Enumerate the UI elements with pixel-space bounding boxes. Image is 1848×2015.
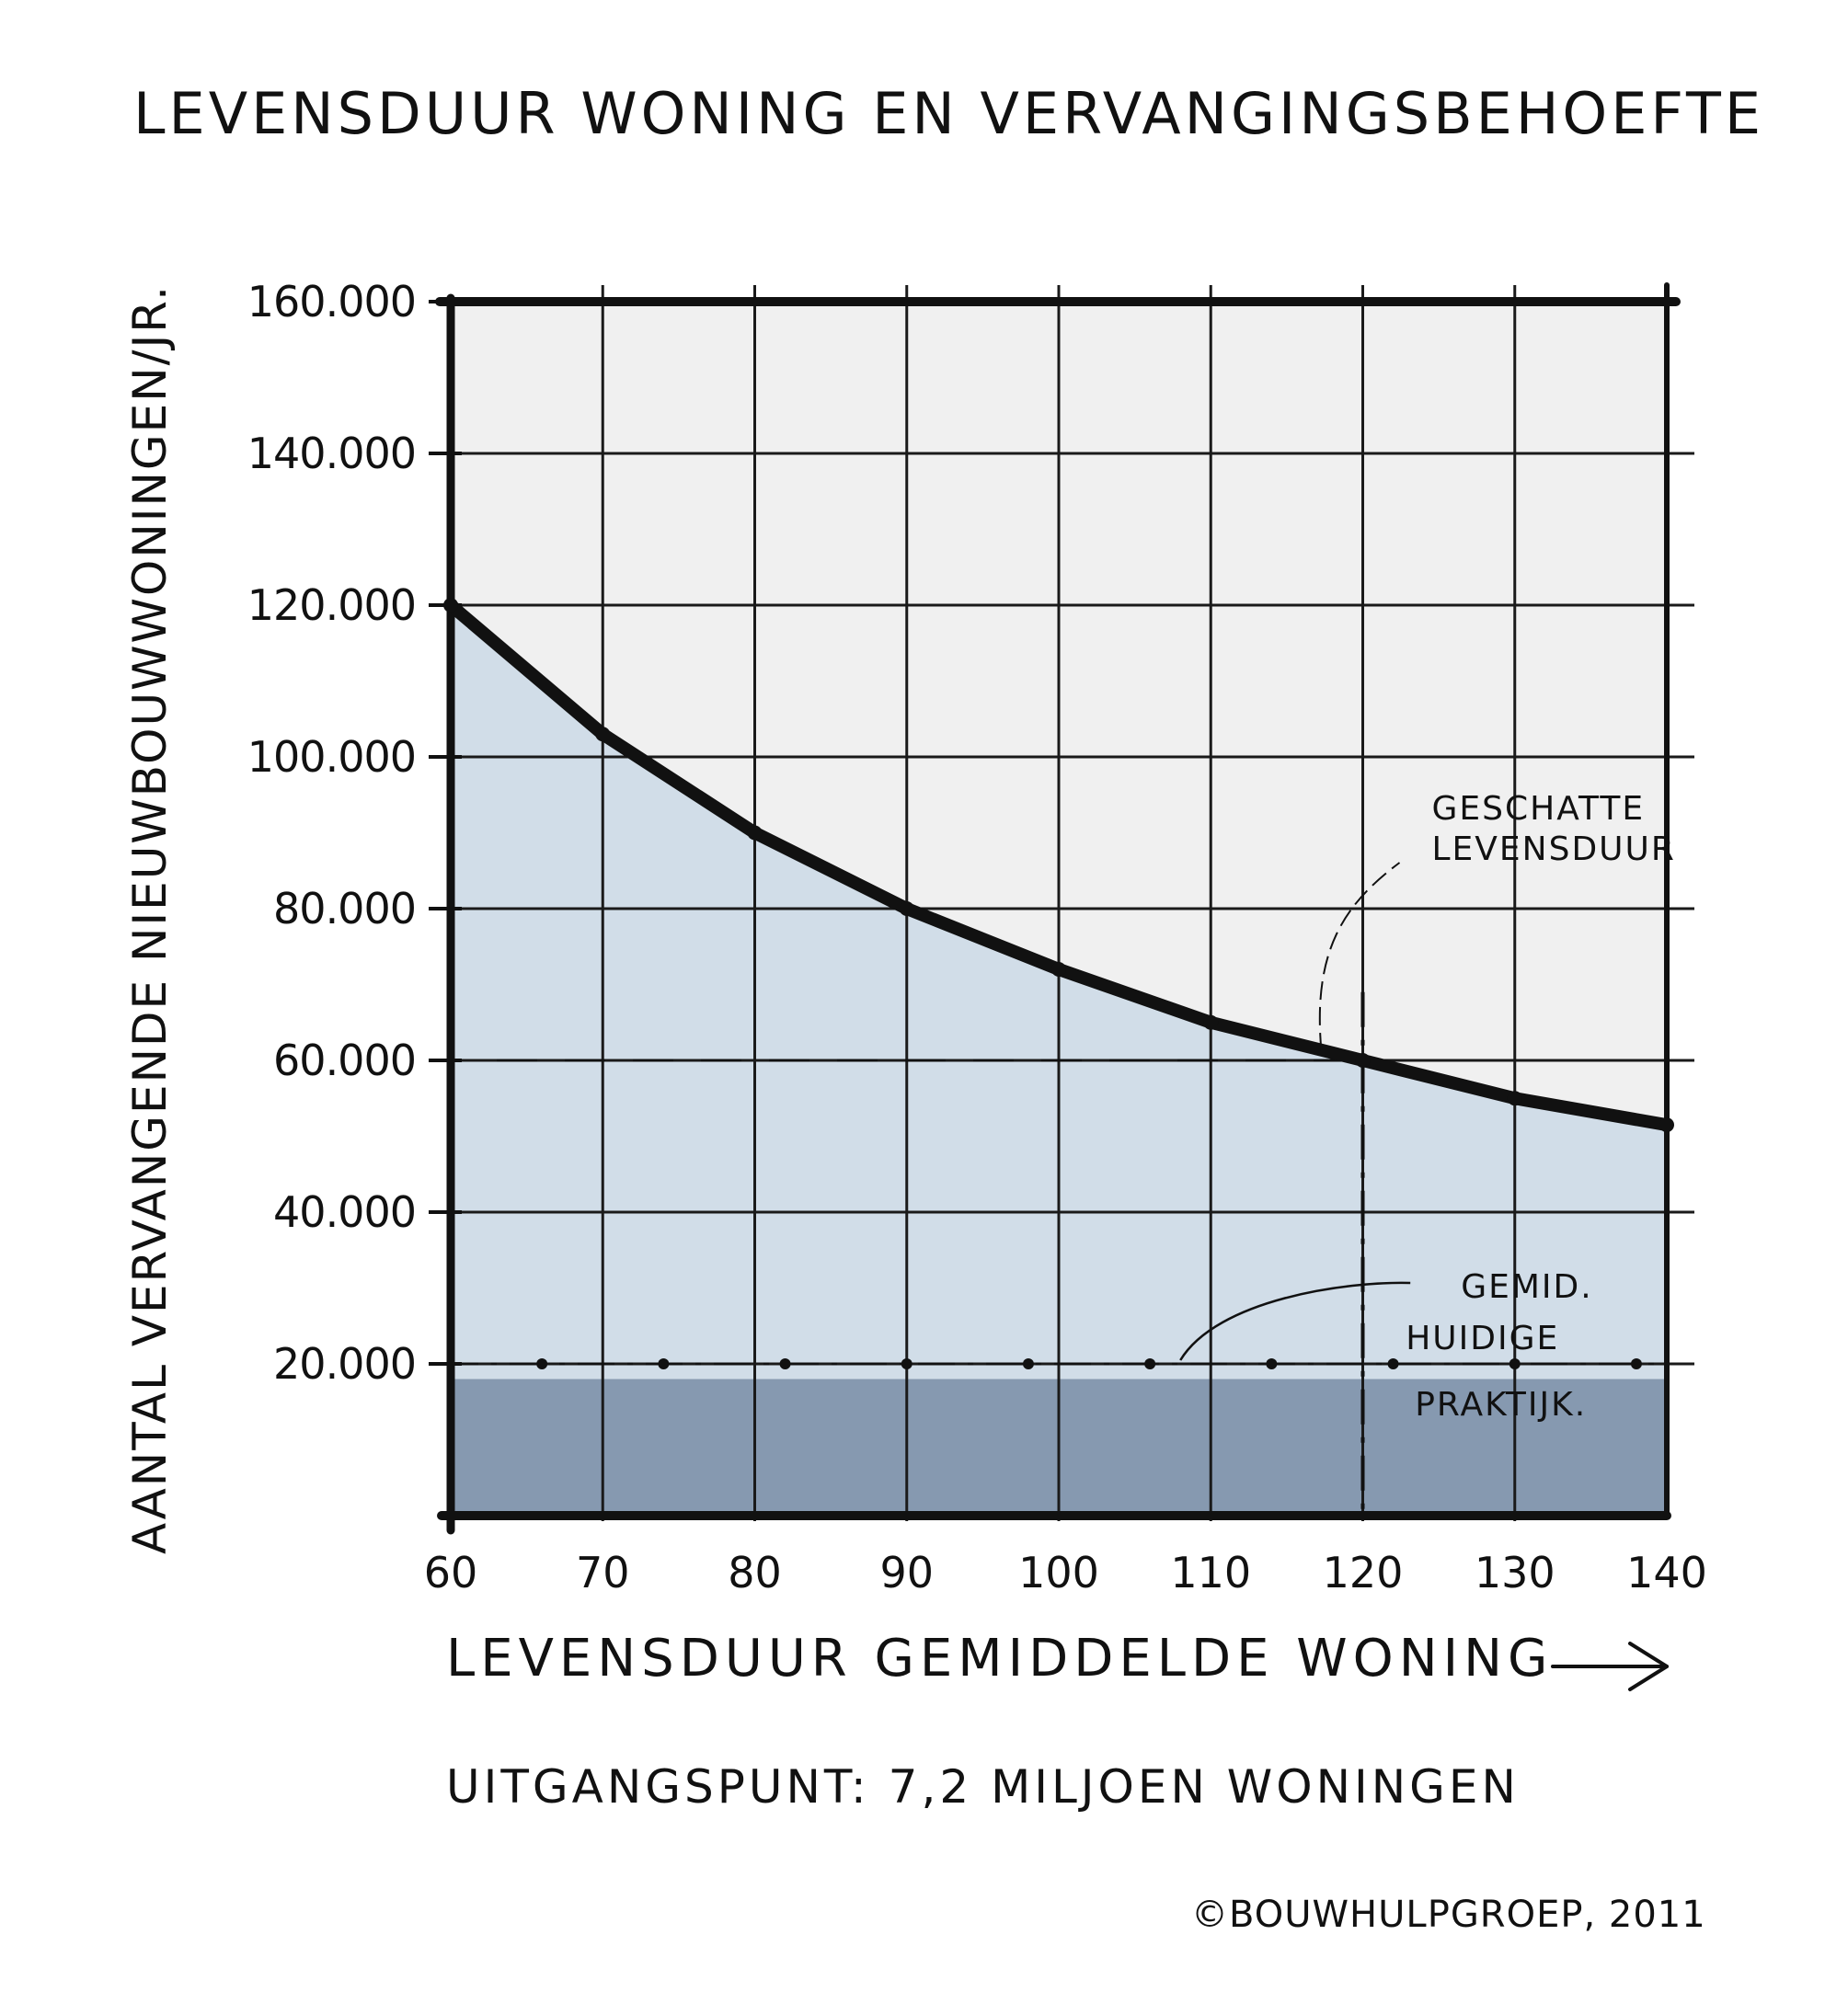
note-text: UITGANGSPUNT: 7,2 MILJOEN WONINGEN — [446, 1760, 1520, 1814]
x-axis-label: LEVENSDUUR GEMIDDELDE WONING — [446, 1629, 1553, 1689]
x-tick-label: 140 — [1626, 1548, 1707, 1597]
annotation-leader — [1179, 1281, 1411, 1361]
series-point — [1355, 1053, 1371, 1068]
x-axis-arrow — [1551, 1642, 1669, 1691]
series-point — [1659, 1117, 1674, 1133]
series-point — [747, 825, 763, 841]
annotation-label: GEMID. — [1461, 1268, 1592, 1306]
ref-dot — [1630, 1358, 1642, 1369]
y-tick-label: 20.000 — [273, 1339, 416, 1389]
ref-dot — [536, 1358, 548, 1369]
series-point — [595, 727, 611, 742]
x-tick-label: 120 — [1323, 1548, 1404, 1597]
series-point — [1507, 1091, 1522, 1106]
x-tick-label: 70 — [576, 1548, 630, 1597]
chart-title: LEVENSDUUR WONING EN VERVANGINGSBEHOEFTE — [133, 80, 1764, 147]
series-point — [1203, 1014, 1219, 1030]
y-tick-label: 40.000 — [273, 1187, 416, 1237]
x-tick-label: 60 — [424, 1548, 478, 1597]
x-tick-label: 130 — [1475, 1548, 1555, 1597]
ref-dot — [1509, 1358, 1521, 1369]
ref-dot — [1144, 1358, 1156, 1369]
credit-text: ©BOUWHULPGROEP, 2011 — [1191, 1894, 1706, 1936]
x-tick-label: 80 — [728, 1548, 782, 1597]
y-tick-label: 60.000 — [273, 1036, 416, 1085]
ref-dot — [1266, 1358, 1278, 1369]
annotation-label: PRAKTIJK. — [1415, 1386, 1587, 1424]
ref-dot — [1022, 1358, 1034, 1369]
plot-area: 20.000 40.000 60.000 80.000 100.000 120.000 14… — [247, 277, 1707, 1597]
series-point — [899, 901, 914, 916]
x-tick-label: 110 — [1170, 1548, 1251, 1597]
annotation-label: GESCHATTE — [1432, 790, 1646, 828]
y-tick-label: 100.000 — [247, 732, 416, 782]
y-tick-label: 120.000 — [247, 580, 416, 630]
annotation-label: LEVENSDUUR — [1432, 830, 1676, 868]
x-tick-label: 90 — [879, 1548, 934, 1597]
y-axis-label: AANTAL VERVANGENDE NIEUWBOUWWONINGEN/JR. — [123, 284, 177, 1554]
x-tick-label: 100 — [1018, 1548, 1099, 1597]
ref-dot — [658, 1358, 670, 1369]
y-tick-label: 140.000 — [247, 429, 416, 478]
ref-dot — [779, 1358, 791, 1369]
y-tick-label: 80.000 — [273, 884, 416, 933]
series-point — [443, 598, 458, 613]
ref-dot — [1387, 1358, 1399, 1369]
annotation-label: HUIDIGE — [1406, 1320, 1559, 1357]
series-point — [1051, 962, 1066, 977]
annotation-leader — [1318, 862, 1401, 1052]
ref-dot — [901, 1358, 913, 1369]
y-tick-label: 160.000 — [247, 277, 416, 326]
